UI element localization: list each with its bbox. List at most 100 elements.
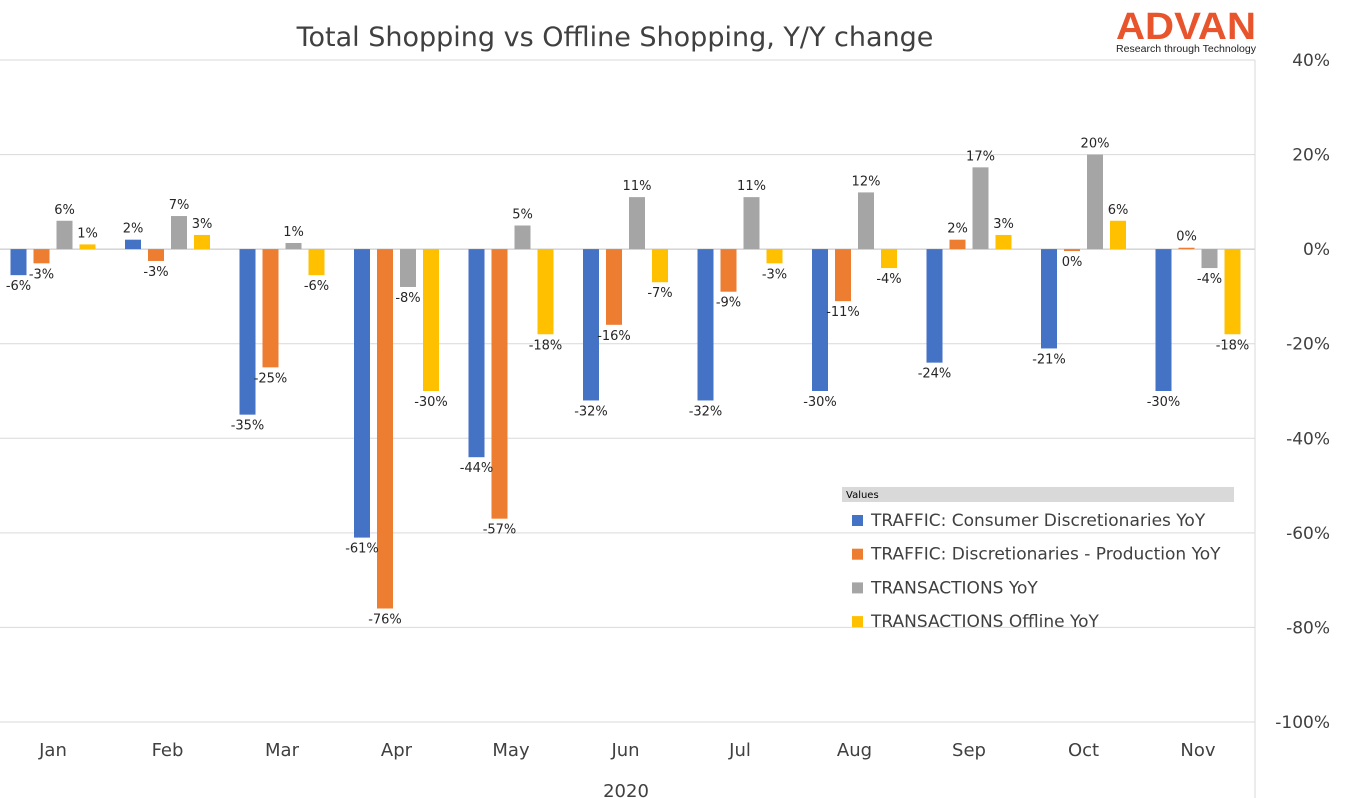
y-tick-label: -40% [1286, 429, 1330, 449]
data-label: 6% [54, 203, 75, 218]
legend-header: Values [846, 490, 879, 501]
data-label: 2% [947, 222, 968, 237]
bar [926, 249, 943, 363]
data-label: -18% [1216, 338, 1250, 353]
y-tick-label: 40% [1292, 51, 1330, 71]
bar [148, 249, 164, 261]
bar [835, 249, 851, 302]
bar [1178, 247, 1195, 250]
bar [262, 249, 279, 368]
bar [1224, 249, 1241, 335]
legend-entry: TRANSACTIONS YoY [870, 578, 1038, 598]
bar [743, 197, 760, 250]
data-label: 3% [993, 217, 1014, 232]
bar [33, 249, 50, 264]
x-tick-label: Apr [381, 740, 413, 761]
data-label: 6% [1108, 203, 1129, 218]
data-label: -6% [6, 279, 31, 294]
x-axis-group-label: 2020 [603, 781, 649, 798]
data-labels: -6%-3%6%1% 2%-3%7%3%-35%-25%1%-6%-61%-76%… [6, 137, 1249, 628]
x-tick-label: Feb [152, 740, 184, 761]
data-label: -61% [345, 542, 379, 557]
x-tick-label: Nov [1180, 740, 1215, 761]
data-label: 1% [283, 225, 304, 240]
data-label: -21% [1032, 352, 1066, 367]
y-tick-label: -100% [1275, 713, 1330, 733]
bar [1087, 154, 1103, 250]
bar [308, 249, 325, 276]
bar [171, 216, 187, 250]
legend-header-bar [842, 487, 1234, 502]
y-tick-label: -20% [1286, 335, 1330, 355]
x-tick-label: Mar [265, 740, 300, 761]
data-label: 2% [123, 222, 144, 237]
bar [537, 249, 554, 335]
data-label: -44% [460, 461, 494, 476]
x-tick-label: Oct [1068, 740, 1099, 761]
y-axis: 40% 20% 0% -20% -40% -60% -80% -100% [1275, 51, 1330, 733]
legend-swatch [852, 616, 863, 628]
data-label: 3% [192, 217, 213, 232]
data-label: 5% [512, 208, 533, 223]
bar [583, 249, 599, 401]
advan-logo: ADVAN Research through Technology [1116, 6, 1256, 55]
logo-wordmark: ADVAN [1116, 6, 1256, 48]
bar [652, 249, 668, 283]
data-label: -6% [304, 279, 329, 294]
legend-entry: TRAFFIC: Consumer Discretionaries YoY [870, 511, 1206, 531]
bar [194, 234, 210, 250]
bar [125, 239, 141, 250]
data-label: -32% [574, 404, 608, 419]
data-label: -35% [231, 419, 265, 434]
x-tick-label: Sep [952, 740, 986, 761]
data-label: -57% [483, 523, 517, 538]
data-label: 20% [1081, 137, 1110, 152]
bar [720, 249, 737, 292]
data-label: -30% [414, 395, 448, 410]
bar [1155, 249, 1172, 391]
bar-series [10, 154, 1241, 609]
x-tick-label: Aug [837, 740, 872, 761]
data-label: -7% [647, 286, 672, 301]
bar [468, 249, 485, 458]
data-label: -32% [689, 404, 723, 419]
grid-lines [0, 59, 1256, 798]
x-tick-label: May [492, 740, 530, 761]
bar [995, 234, 1012, 250]
bar [56, 220, 73, 250]
bar [239, 249, 256, 415]
data-label: -3% [762, 267, 787, 282]
data-label: -76% [368, 613, 402, 628]
bar [1110, 220, 1126, 250]
y-tick-label: -80% [1286, 618, 1330, 638]
logo-tagline: Research through Technology [1116, 44, 1256, 55]
legend-swatch [852, 515, 863, 526]
data-label: -18% [529, 338, 563, 353]
data-label: 0% [1062, 255, 1083, 270]
x-tick-label: Jan [38, 740, 67, 761]
y-tick-label: -60% [1286, 524, 1330, 544]
data-label: 11% [737, 179, 766, 194]
legend-entry: TRANSACTIONS Offline YoY [870, 612, 1100, 632]
x-tick-label: Jul [728, 740, 751, 761]
legend-swatch [852, 582, 863, 594]
data-label: -4% [1197, 272, 1222, 287]
data-label: 11% [623, 179, 652, 194]
data-label: -16% [597, 329, 631, 344]
data-label: 12% [852, 174, 881, 189]
data-label: -30% [803, 395, 837, 410]
data-label: 1% [77, 226, 98, 241]
bar [972, 167, 989, 250]
x-axis: Jan Feb Mar Apr May Jun Jul Aug Sep Oct Nov [38, 740, 1216, 761]
data-label: -3% [29, 267, 54, 282]
bar [881, 249, 897, 269]
x-tick-label: Jun [610, 740, 639, 761]
bar [514, 225, 531, 250]
bar [606, 249, 622, 325]
bar [1064, 249, 1080, 252]
bar [491, 249, 508, 519]
chart-title: Total Shopping vs Offline Shopping, Y/Y … [296, 22, 934, 53]
y-tick-label: 20% [1292, 146, 1330, 166]
bar [400, 249, 416, 287]
